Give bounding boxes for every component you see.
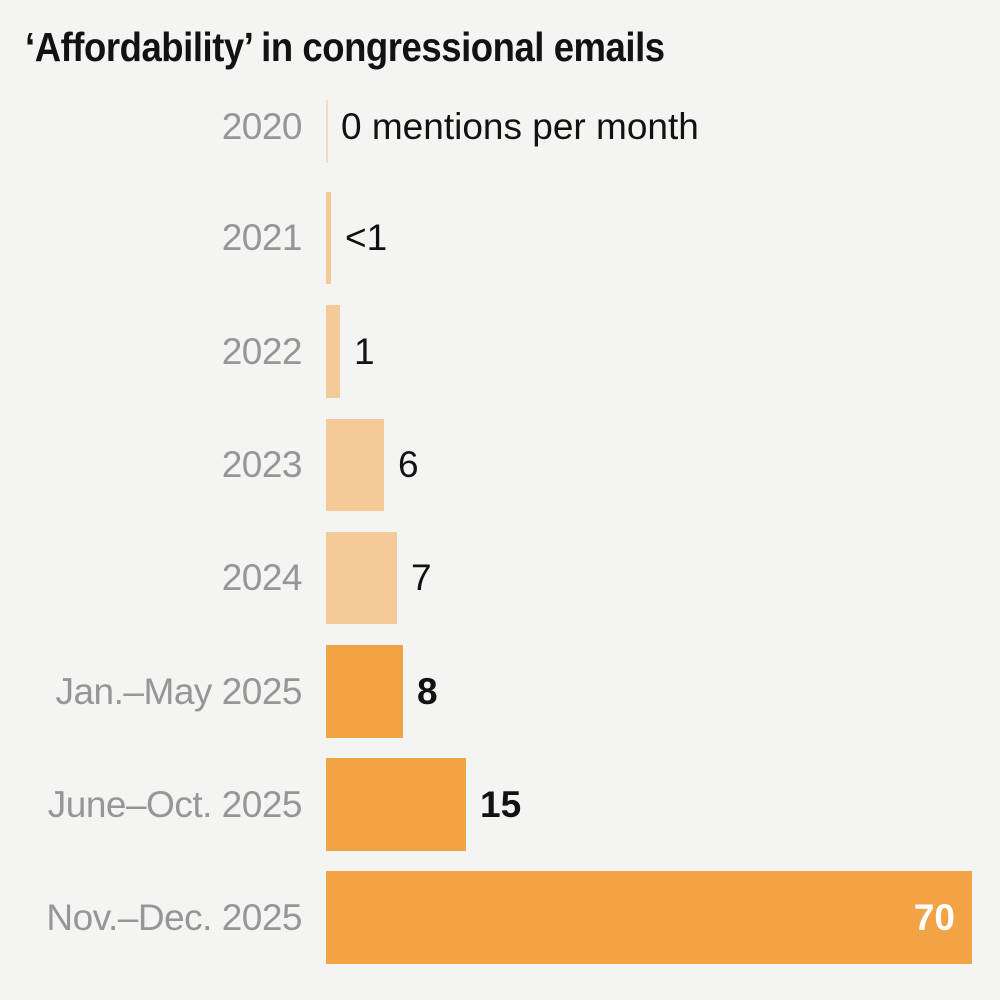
category-label: 2024 [221, 557, 303, 598]
category-label: June–Oct. 2025 [47, 783, 303, 825]
category-label: 2023 [221, 444, 303, 485]
bar-row-jan-may-2025: Jan.–May 2025 8 [0, 645, 1000, 738]
value-label: <1 [345, 217, 388, 258]
value-label: 8 [417, 670, 438, 712]
category-label: Jan.–May 2025 [55, 670, 302, 712]
bar [326, 758, 466, 851]
bar [326, 305, 340, 398]
bar [326, 532, 397, 624]
value-label: 6 [398, 444, 419, 485]
value-label: 0 mentions per month [341, 106, 699, 147]
bar-area: 70 [326, 871, 972, 964]
chart-title: ‘Affordability’ in congressional emails [25, 24, 665, 70]
zero-tick-mark [326, 100, 328, 163]
bar-area: 15 [326, 758, 521, 851]
value-label: 7 [411, 557, 432, 598]
bar-area: <1 [326, 192, 387, 284]
category-label: 2022 [221, 330, 303, 372]
bar-row-2024: 2024 7 [0, 532, 1000, 624]
category-label: 2020 [221, 106, 303, 147]
bar-area: 6 [326, 419, 419, 511]
bar [326, 645, 403, 738]
bar [326, 192, 331, 284]
value-label: 70 [913, 896, 955, 938]
bar-area: 8 [326, 645, 438, 738]
bar [326, 419, 384, 511]
category-label: 2021 [221, 217, 303, 258]
category-label: Nov.–Dec. 2025 [46, 896, 302, 938]
bar-row-2021: 2021 <1 [0, 192, 1000, 284]
value-label: 15 [480, 783, 522, 825]
bar-area: 1 [326, 305, 375, 398]
bar-row-2023: 2023 6 [0, 419, 1000, 511]
value-label: 1 [354, 330, 375, 372]
bar-row-2022: 2022 1 [0, 305, 1000, 398]
bar: 70 [326, 871, 972, 964]
bar-row-nov-dec-2025: Nov.–Dec. 2025 70 [0, 871, 1000, 964]
bar-row-2020: 2020 0 mentions per month [0, 81, 1000, 173]
bar-row-june-oct-2025: June–Oct. 2025 15 [0, 758, 1000, 851]
bar-area: 7 [326, 532, 432, 624]
